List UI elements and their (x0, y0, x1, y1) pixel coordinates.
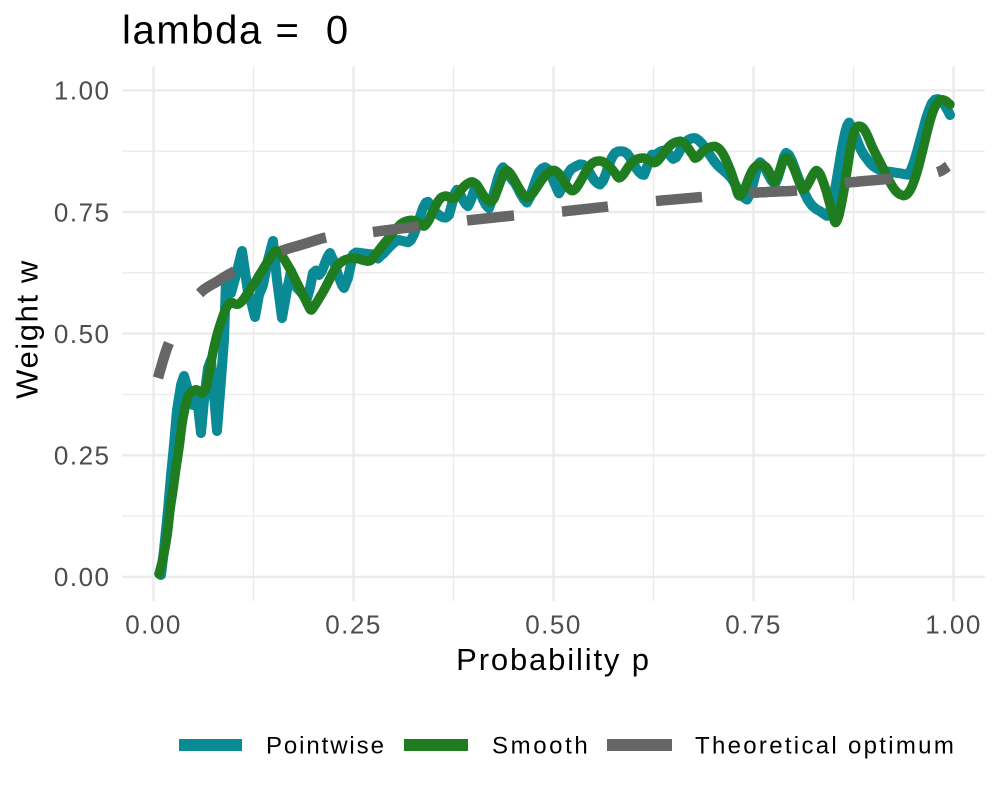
svg-text:Probability p: Probability p (456, 642, 651, 677)
svg-text:0.75: 0.75 (54, 197, 111, 227)
svg-text:0.25: 0.25 (54, 441, 111, 471)
svg-text:0.00: 0.00 (54, 562, 111, 592)
svg-text:Pointwise: Pointwise (266, 733, 386, 760)
svg-text:0.50: 0.50 (525, 610, 582, 640)
svg-text:0.75: 0.75 (725, 610, 782, 640)
svg-text:Theoretical optimum: Theoretical optimum (695, 733, 956, 760)
svg-text:1.00: 1.00 (54, 76, 111, 106)
svg-text:0.25: 0.25 (325, 610, 382, 640)
svg-text:Weight w: Weight w (10, 259, 45, 399)
svg-text:1.00: 1.00 (925, 610, 982, 640)
svg-text:0.50: 0.50 (54, 319, 111, 349)
svg-text:0.00: 0.00 (125, 610, 182, 640)
svg-text:Smooth: Smooth (492, 733, 590, 760)
svg-text:lambda = 0: lambda = 0 (122, 8, 350, 52)
